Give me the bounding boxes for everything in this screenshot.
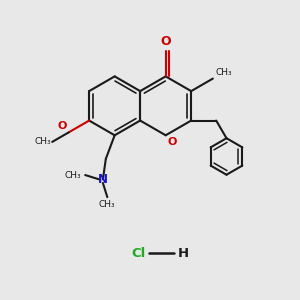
Text: CH₃: CH₃ xyxy=(99,200,116,209)
Text: H: H xyxy=(178,247,189,260)
Text: CH₃: CH₃ xyxy=(215,68,232,77)
Text: O: O xyxy=(58,121,67,131)
Text: CH₃: CH₃ xyxy=(34,137,51,146)
Text: N: N xyxy=(98,173,108,186)
Text: Cl: Cl xyxy=(131,247,146,260)
Text: O: O xyxy=(160,35,171,48)
Text: O: O xyxy=(167,137,176,147)
Text: CH₃: CH₃ xyxy=(64,170,81,179)
